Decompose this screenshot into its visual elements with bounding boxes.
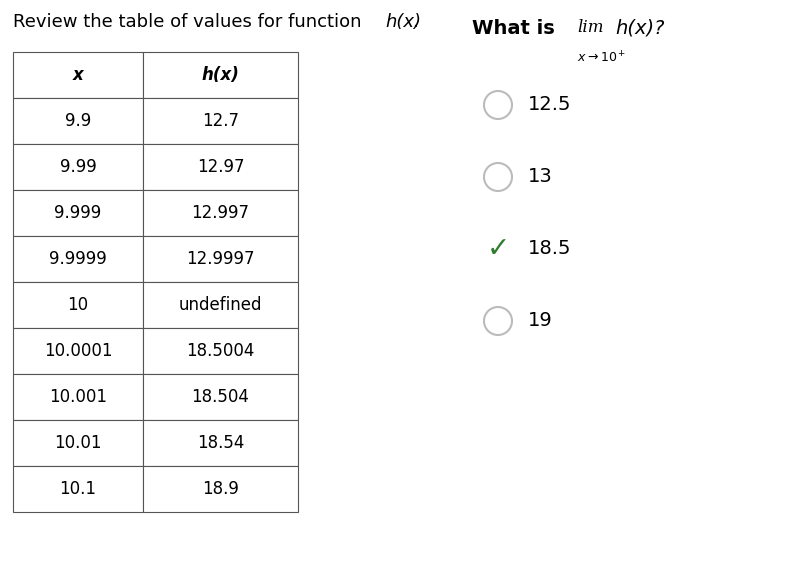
Bar — [143, 190, 298, 236]
Text: 10.001: 10.001 — [49, 388, 107, 406]
Bar — [13, 466, 143, 512]
Bar — [143, 420, 298, 466]
Bar — [143, 282, 298, 328]
Bar — [13, 282, 143, 328]
Text: 12.9997: 12.9997 — [186, 250, 254, 268]
Text: 13: 13 — [528, 168, 553, 186]
Text: 18.5004: 18.5004 — [186, 342, 254, 360]
Text: 10.0001: 10.0001 — [44, 342, 112, 360]
Text: 9.999: 9.999 — [54, 204, 102, 222]
Circle shape — [484, 163, 512, 191]
Bar — [143, 466, 298, 512]
Text: 12.5: 12.5 — [528, 95, 571, 115]
Text: ✓: ✓ — [486, 235, 510, 263]
Text: 18.5: 18.5 — [528, 240, 571, 258]
Text: 12.7: 12.7 — [202, 112, 239, 130]
Bar — [143, 374, 298, 420]
Text: undefined: undefined — [178, 296, 262, 314]
Bar — [143, 98, 298, 144]
Text: 12.997: 12.997 — [191, 204, 250, 222]
Bar — [13, 144, 143, 190]
Text: h(x)?: h(x)? — [615, 19, 665, 37]
Text: 9.99: 9.99 — [60, 158, 96, 176]
Bar — [13, 98, 143, 144]
Text: 9.9999: 9.9999 — [49, 250, 107, 268]
Text: lim: lim — [577, 19, 603, 36]
Bar — [143, 236, 298, 282]
Text: $x \rightarrow 10^+$: $x \rightarrow 10^+$ — [577, 51, 626, 66]
Text: 10: 10 — [67, 296, 89, 314]
Circle shape — [484, 91, 512, 119]
Text: 18.9: 18.9 — [202, 480, 239, 498]
Text: 18.54: 18.54 — [197, 434, 244, 452]
Text: What is: What is — [472, 19, 554, 37]
Bar — [143, 52, 298, 98]
Bar — [143, 328, 298, 374]
Circle shape — [484, 307, 512, 335]
Text: 18.504: 18.504 — [191, 388, 250, 406]
Bar — [13, 190, 143, 236]
Bar — [13, 420, 143, 466]
Bar — [13, 236, 143, 282]
Bar — [13, 52, 143, 98]
Bar — [143, 144, 298, 190]
Text: 19: 19 — [528, 311, 553, 331]
Text: 9.9: 9.9 — [65, 112, 91, 130]
Text: h(x): h(x) — [202, 66, 239, 84]
Text: 10.1: 10.1 — [59, 480, 97, 498]
Text: h(x): h(x) — [385, 13, 421, 31]
Text: x: x — [73, 66, 83, 84]
Bar — [13, 328, 143, 374]
Text: .: . — [412, 13, 418, 31]
Bar — [13, 374, 143, 420]
Text: 10.01: 10.01 — [54, 434, 102, 452]
Text: Review the table of values for function: Review the table of values for function — [13, 13, 367, 31]
Text: 12.97: 12.97 — [197, 158, 244, 176]
